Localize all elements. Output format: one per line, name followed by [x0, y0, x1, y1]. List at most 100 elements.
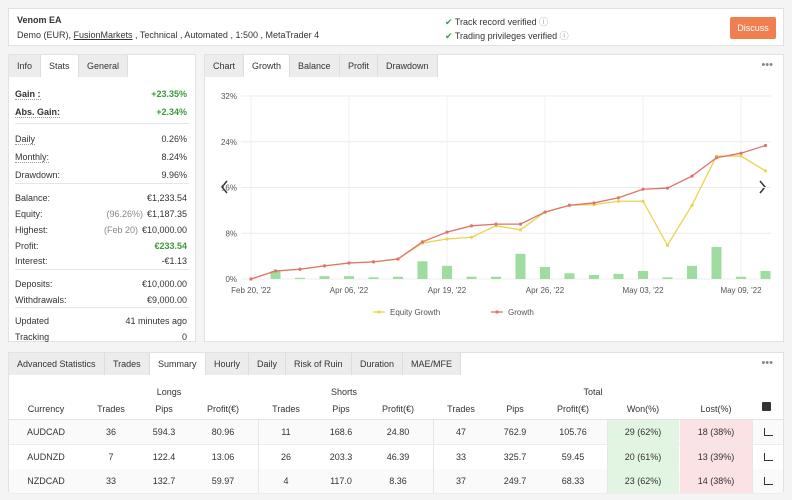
- column-header: Pips: [332, 404, 350, 414]
- chart-icon[interactable]: [764, 452, 773, 461]
- cell: 132.7: [152, 476, 176, 486]
- stat-label: Abs. Gain:: [15, 107, 61, 118]
- chart-icon[interactable]: [764, 477, 773, 485]
- summary-panel: ••• Advanced Statistics Trades Summary Hour…: [8, 352, 784, 494]
- bar: [540, 266, 550, 279]
- stat-value: -€1.13: [161, 256, 187, 266]
- tab[interactable]: Growth: [244, 55, 291, 77]
- tab[interactable]: MAE/MFE: [403, 353, 462, 375]
- cell: NZDCAD: [27, 476, 65, 486]
- tab[interactable]: Stats: [41, 55, 79, 77]
- line: [250, 155, 766, 280]
- point: [396, 257, 400, 261]
- legend-swatch: [495, 310, 499, 314]
- column-header: Won(%): [626, 404, 660, 414]
- column-separator: [607, 469, 608, 493]
- separator: [15, 307, 189, 308]
- tab[interactable]: Info: [9, 55, 42, 77]
- tab[interactable]: Duration: [352, 353, 404, 375]
- tab[interactable]: Daily: [249, 353, 287, 375]
- stat-label: Monthly:: [15, 152, 50, 163]
- column-header: Trades: [447, 404, 475, 414]
- cell: 23 (62%): [624, 476, 662, 486]
- cell: 11: [281, 427, 291, 437]
- won-cell: [607, 444, 679, 469]
- point: [494, 222, 498, 226]
- chart-panel: ••• 0% 8% 16% 24% 32% Feb 20, '22 Apr 06, '22 A…: [204, 54, 784, 342]
- bar: [711, 246, 722, 279]
- tab[interactable]: Balance: [290, 55, 340, 77]
- menu-icon[interactable]: •••: [761, 357, 773, 369]
- point: [616, 196, 621, 200]
- point: [298, 267, 302, 271]
- cell: 4: [283, 476, 289, 486]
- discuss-button[interactable]: Discuss: [730, 17, 776, 39]
- tab[interactable]: Profit: [340, 55, 379, 77]
- stat-note: (Feb 20): [103, 225, 138, 235]
- y-tick-label: 8%: [225, 229, 237, 238]
- cell: 8.36: [389, 476, 407, 486]
- y-tick-label: 0%: [225, 275, 237, 284]
- bar: [662, 277, 673, 279]
- point: [665, 243, 670, 247]
- tab[interactable]: Summary: [150, 353, 206, 375]
- column-separator: [433, 420, 434, 444]
- point: [567, 203, 572, 207]
- menu-icon[interactable]: •••: [761, 59, 773, 71]
- tab[interactable]: Chart: [205, 55, 245, 77]
- group-header: Longs: [156, 387, 182, 397]
- stat-value: +23.35%: [151, 89, 187, 99]
- x-tick-label: Apr 26, '22: [526, 286, 565, 295]
- stat-value: 41 minutes ago: [125, 316, 187, 326]
- cell: 203.3: [329, 451, 353, 462]
- lost-cell: [680, 469, 752, 493]
- stat-value: €10,000.00: [141, 279, 187, 289]
- stat-value: 9.96%: [161, 170, 187, 180]
- tab[interactable]: Advanced Statistics: [9, 353, 105, 375]
- stat-label: Equity:: [15, 209, 43, 219]
- export-icon[interactable]: [762, 402, 771, 411]
- cell: 24.80: [386, 427, 410, 437]
- ea-title: Venom EA: [17, 15, 62, 25]
- cell: 47: [455, 427, 466, 437]
- tab[interactable]: Trades: [105, 353, 150, 375]
- y-tick-label: 24%: [221, 138, 237, 147]
- separator: [15, 269, 189, 270]
- cell: 18 (38%): [697, 427, 735, 437]
- verified-item: ✔ Track record verified ⓘ: [445, 17, 549, 27]
- broker-link[interactable]: FusionMarkets: [73, 30, 133, 40]
- group-header: Shorts: [330, 387, 357, 397]
- stat-value: €233.54: [154, 241, 187, 251]
- point: [249, 277, 253, 281]
- stat-label: Interest:: [15, 256, 48, 266]
- separator: [15, 183, 189, 184]
- point: [739, 151, 743, 155]
- bar: [589, 274, 599, 279]
- legend-swatch: [377, 310, 381, 314]
- lost-cell: [680, 420, 752, 444]
- chart-icon[interactable]: [764, 428, 773, 436]
- stat-label: Drawdown:: [15, 170, 61, 180]
- tab[interactable]: Hourly: [206, 353, 250, 375]
- tab[interactable]: General: [79, 55, 129, 77]
- tab[interactable]: Drawdown: [378, 55, 438, 77]
- line: [250, 144, 766, 280]
- column-separator: [258, 444, 259, 469]
- cell: 117.0: [330, 476, 352, 486]
- column-header: Trades: [272, 404, 300, 414]
- point: [763, 169, 768, 173]
- verified-text: Trading privileges verified: [454, 31, 558, 41]
- cell: 80.96: [211, 427, 235, 437]
- prev-arrow[interactable]: [221, 180, 228, 194]
- point: [690, 203, 694, 207]
- bar: [760, 270, 771, 279]
- tab[interactable]: Risk of Ruin: [286, 353, 352, 375]
- cell: AUDCAD: [26, 427, 65, 437]
- stat-value: 0.26%: [161, 134, 187, 144]
- column-header: Currency: [27, 404, 65, 414]
- stat-label: Highest:: [15, 225, 49, 235]
- column-header: Profit(€): [556, 404, 589, 414]
- column-header: Profit(€): [381, 404, 414, 414]
- won-cell: [607, 420, 679, 444]
- column-separator: [258, 420, 259, 444]
